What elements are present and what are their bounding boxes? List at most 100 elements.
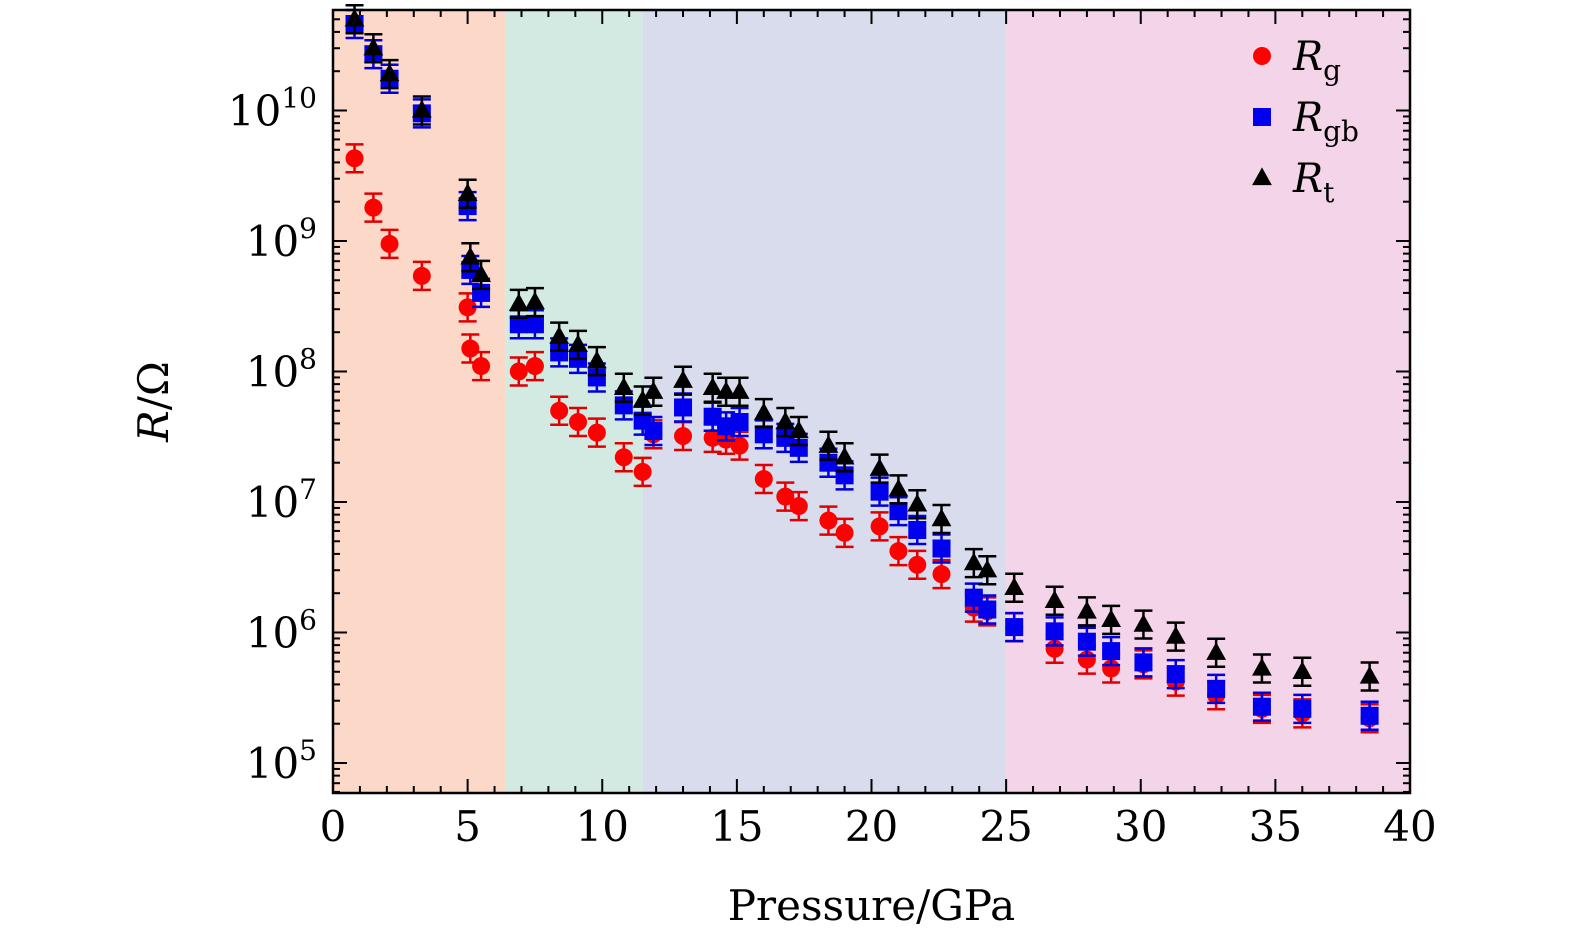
data-point (1207, 679, 1226, 698)
data-point (633, 462, 652, 481)
data-point (932, 565, 951, 584)
data-point (587, 423, 606, 442)
data-point (644, 421, 663, 440)
data-point (702, 377, 723, 395)
y-tick-base: 10 (246, 608, 299, 657)
x-tick-label: 0 (320, 802, 347, 851)
data-point (674, 427, 693, 446)
y-axis-title-var: R (129, 410, 178, 443)
data-point (775, 411, 796, 430)
y-axis-title: R/Ω (129, 361, 178, 443)
data-point (754, 425, 773, 444)
data-point (525, 291, 545, 310)
data-point (643, 381, 664, 399)
data-point (345, 149, 364, 168)
y-tick-base: 10 (246, 478, 299, 527)
data-point (1292, 661, 1313, 679)
legend-label: Rg (1292, 34, 1341, 87)
legend-label-sub: t (1323, 176, 1335, 209)
legend-item-R_t: Rt (1252, 156, 1335, 209)
legend-label-main: R (1292, 156, 1323, 202)
x-axis-title: Pressure/GPa (728, 881, 1015, 930)
legend-label: Rgb (1292, 95, 1359, 148)
x-tick-label: 30 (1114, 802, 1167, 851)
data-point (932, 539, 951, 558)
data-point (632, 389, 653, 408)
data-point (834, 446, 855, 465)
data-point (870, 517, 889, 536)
data-point (550, 343, 569, 362)
data-point (753, 402, 774, 421)
data-point (789, 438, 808, 457)
data-point (889, 502, 908, 521)
data-point (788, 420, 809, 439)
data-point (716, 381, 737, 399)
legend-label-sub: gb (1323, 115, 1359, 148)
data-point (978, 600, 997, 619)
x-tick-label: 5 (454, 802, 481, 851)
data-point (363, 37, 384, 56)
data-point (869, 458, 890, 476)
data-point (729, 381, 750, 399)
y-tick-label: 109 (246, 212, 317, 266)
data-point (1359, 665, 1380, 684)
data-point (586, 350, 607, 369)
data-point (1077, 600, 1097, 619)
data-point (457, 183, 478, 201)
legend-item-R_g: Rg (1253, 34, 1341, 87)
pressure-region-4 (1006, 10, 1410, 793)
data-point (1252, 657, 1272, 676)
x-tick-label: 35 (1249, 802, 1302, 851)
data-point (364, 198, 383, 217)
y-tick-exponent: 7 (299, 473, 317, 506)
data-point (1101, 609, 1122, 628)
data-point (1134, 653, 1153, 672)
x-tick-label: 10 (576, 802, 629, 851)
data-point (568, 334, 588, 353)
data-point (1360, 706, 1379, 725)
data-point (509, 362, 528, 381)
y-tick-base: 10 (246, 217, 299, 266)
data-point (1133, 613, 1154, 632)
y-tick-exponent: 9 (299, 212, 317, 245)
data-point (674, 398, 693, 417)
data-point (525, 315, 544, 334)
y-tick-base: 10 (228, 86, 281, 135)
data-point (471, 264, 491, 283)
data-point (754, 470, 773, 489)
data-point (1077, 632, 1096, 651)
data-point (1044, 590, 1065, 608)
y-tick-base: 10 (246, 739, 299, 788)
data-point (344, 8, 365, 27)
legend-label: Rt (1292, 156, 1335, 209)
data-point (458, 298, 477, 317)
y-tick-label: 106 (246, 603, 317, 657)
data-point (613, 377, 634, 395)
data-point (818, 435, 839, 453)
legend-marker (1253, 47, 1271, 65)
y-tick-exponent: 8 (299, 342, 317, 375)
data-point (908, 520, 927, 539)
data-point (819, 511, 838, 530)
data-point (730, 413, 749, 432)
data-point (509, 315, 528, 334)
data-point (1004, 577, 1025, 595)
data-point (889, 542, 908, 561)
legend-label-sub: g (1323, 54, 1341, 87)
data-point (977, 559, 998, 578)
pressure-region-1 (333, 10, 506, 793)
data-point (963, 552, 984, 571)
y-tick-exponent: 6 (299, 603, 317, 636)
pressure-regions (333, 10, 1410, 793)
data-point (461, 339, 480, 358)
data-point (569, 413, 588, 432)
x-tick-labels: 0 5 10 15 20 25 30 35 40 (320, 802, 1437, 851)
legend-marker (1253, 108, 1271, 126)
data-point (587, 368, 606, 387)
data-point (1165, 625, 1186, 644)
x-tick-label: 40 (1383, 802, 1436, 851)
pressure-region-3 (642, 10, 1007, 793)
data-point (908, 555, 927, 574)
